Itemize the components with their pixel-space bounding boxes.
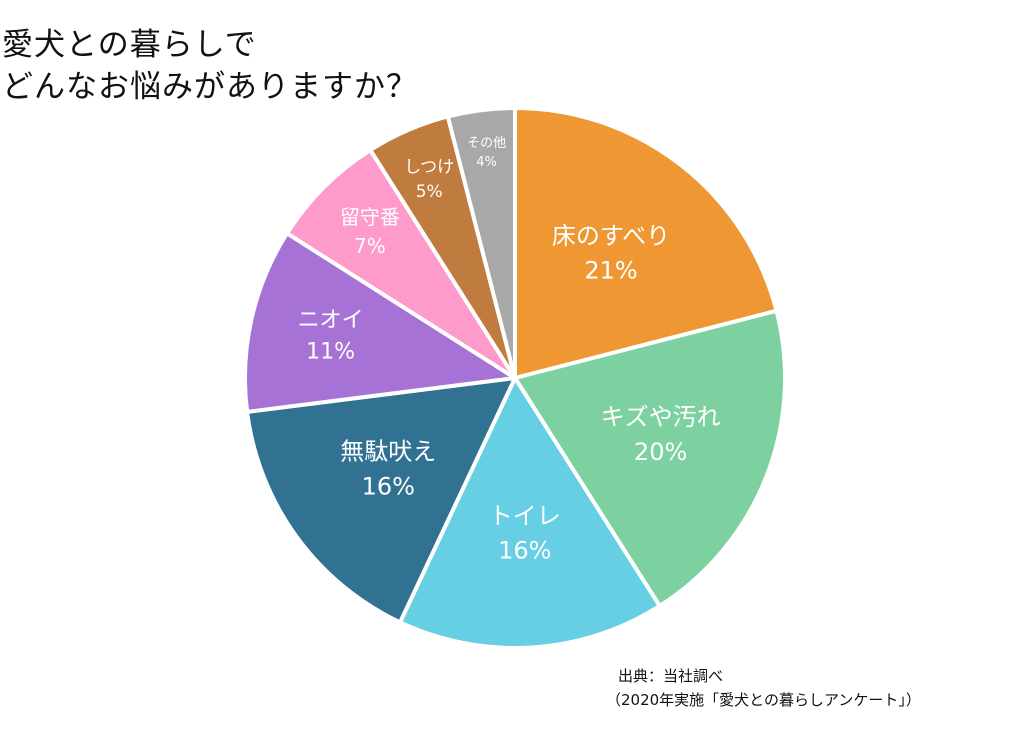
pie-slice-scratch-dirt — [513, 308, 788, 608]
slice-label-other: その他 — [467, 136, 506, 151]
slice-value-floor-slip: 21% — [584, 257, 637, 285]
pie-slice-other — [445, 106, 517, 380]
chart-title-line-2: どんなお悩みがありますか？ — [2, 69, 418, 105]
chart-title-line-1: 愛犬との暮らしで — [2, 27, 257, 63]
slice-label-training: しつけ — [404, 157, 454, 177]
slice-value-other: 4% — [476, 155, 497, 170]
slice-value-scratch-dirt: 20% — [634, 438, 687, 466]
slice-value-barking: 16% — [362, 472, 415, 500]
chart-title: 愛犬との暮らしで どんなお悩みがありますか？ — [2, 24, 418, 108]
slice-label-barking: 無駄吠え — [340, 438, 436, 466]
slice-label-scratch-dirt: キズや汚れ — [601, 403, 721, 431]
slice-label-alone: 留守番 — [340, 205, 400, 229]
source-line-2: （2020年実施「愛犬との暮らしアンケート」） — [606, 691, 921, 709]
source-line-1: 出典：当社調べ — [618, 667, 724, 685]
pie-slice-odor — [243, 231, 517, 414]
pie-slice-toilet — [398, 376, 662, 650]
slice-label-floor-slip: 床のすべり — [552, 222, 670, 250]
slice-value-toilet: 16% — [498, 537, 551, 565]
slice-value-odor: 11% — [306, 340, 355, 365]
pie-slice-floor-slip — [513, 106, 779, 380]
slice-value-alone: 7% — [354, 234, 386, 258]
slice-label-toilet: トイレ — [489, 502, 561, 530]
source-note: 出典：当社調べ （2020年実施「愛犬との暮らしアンケート」） — [606, 664, 921, 712]
pie-slice-barking — [245, 376, 517, 625]
slice-value-training: 5% — [416, 182, 443, 202]
slice-label-odor: ニオイ — [298, 308, 364, 333]
pie-slice-alone — [285, 148, 517, 380]
